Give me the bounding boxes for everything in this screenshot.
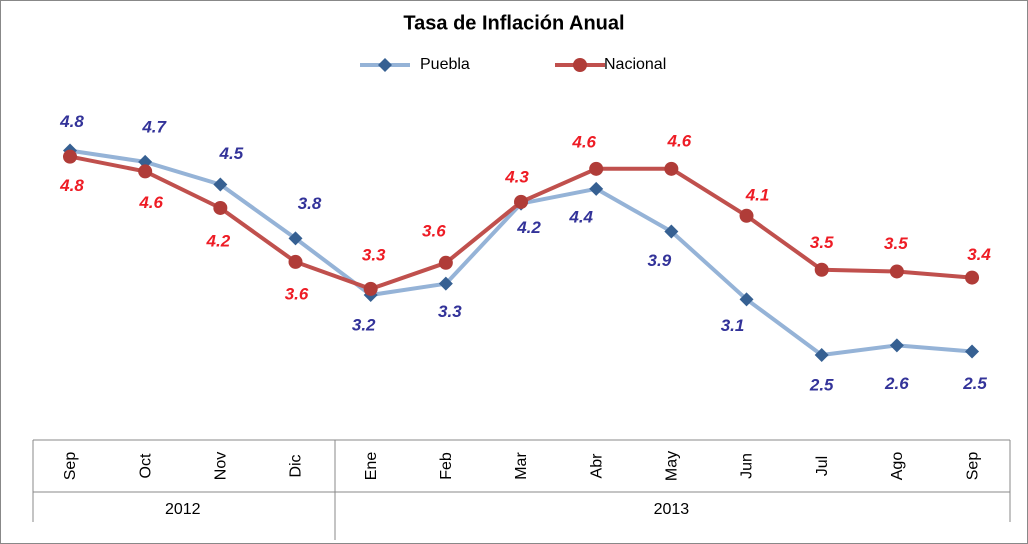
data-label: 2.6	[884, 374, 909, 393]
data-label: 4.2	[206, 231, 231, 250]
data-label: 4.6	[667, 131, 692, 150]
point	[514, 194, 529, 209]
data-label: 4.8	[59, 176, 84, 195]
x-tick-label: Sep	[964, 452, 981, 481]
x-tick-label: Nov	[213, 452, 230, 480]
point	[889, 338, 904, 353]
data-label: 4.5	[219, 144, 244, 163]
year-label: 2013	[654, 501, 690, 518]
point	[288, 231, 303, 246]
point	[288, 254, 303, 269]
point	[889, 264, 904, 279]
x-tick-label: Abr	[588, 453, 605, 479]
data-label: 4.6	[571, 132, 596, 151]
data-label: 4.8	[59, 112, 84, 131]
category-axis	[32, 439, 1011, 540]
point	[438, 255, 453, 270]
point	[739, 208, 754, 223]
point	[438, 276, 453, 291]
x-tick-label: Jul	[814, 456, 831, 476]
x-tick-label: Ene	[363, 452, 380, 481]
data-label: 3.5	[884, 234, 908, 253]
point	[664, 161, 679, 176]
chart-title: Tasa de Inflación Anual	[403, 12, 624, 34]
data-label: 3.5	[810, 233, 834, 252]
point	[363, 281, 378, 296]
legend-label: Puebla	[420, 56, 470, 73]
x-tick-label: Jun	[739, 453, 756, 479]
legend-label: Nacional	[604, 56, 666, 73]
data-label: 4.7	[141, 117, 167, 136]
data-label: 4.4	[568, 207, 593, 226]
x-tick-label: Ago	[889, 452, 906, 481]
point	[739, 292, 754, 307]
data-label: 2.5	[962, 374, 987, 393]
point	[138, 164, 153, 179]
point	[213, 200, 228, 215]
year-label: 2012	[165, 501, 201, 518]
point	[589, 181, 604, 196]
data-label: 4.3	[504, 167, 529, 186]
point	[589, 161, 604, 176]
point	[814, 348, 829, 362]
x-tick-label: May	[664, 451, 681, 481]
data-label: 4.6	[138, 193, 163, 212]
data-label: 3.6	[422, 221, 446, 240]
point	[664, 224, 679, 239]
legend-marker	[573, 58, 587, 72]
x-tick-label: Mar	[513, 452, 530, 480]
data-label: 3.9	[648, 251, 672, 270]
data-label: 3.3	[362, 245, 386, 264]
data-label: 4.1	[745, 185, 770, 204]
data-label: 3.1	[721, 316, 745, 335]
x-tick-label: Sep	[62, 452, 79, 481]
data-label: 3.4	[967, 245, 991, 264]
point	[965, 344, 980, 359]
point	[138, 154, 153, 169]
x-tick-label: Oct	[137, 453, 154, 478]
data-label: 3.8	[298, 194, 322, 213]
data-label: 4.2	[516, 218, 541, 237]
data-label: 3.3	[438, 302, 462, 321]
data-label: 3.2	[352, 315, 376, 334]
point	[965, 270, 980, 285]
legend-marker	[378, 58, 392, 72]
x-tick-label: Feb	[438, 452, 455, 480]
data-label: 2.5	[809, 375, 834, 394]
point	[63, 149, 77, 164]
point	[213, 177, 228, 192]
point	[814, 262, 829, 277]
data-label: 3.6	[285, 284, 309, 303]
x-tick-label: Dic	[288, 454, 305, 477]
